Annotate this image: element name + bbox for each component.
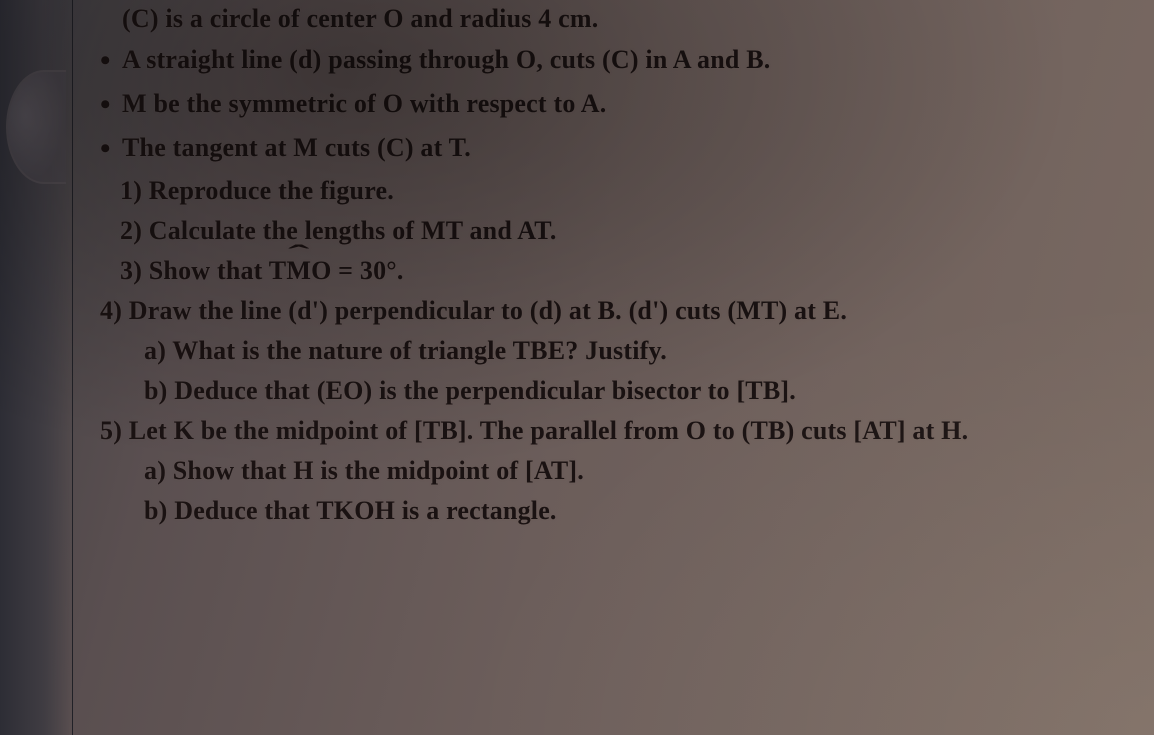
- question-4: 4) Draw the line (d') perpendicular to (…: [92, 298, 1124, 324]
- question-2: 2) Calculate the lengths of MT and AT.: [92, 218, 1124, 244]
- given-line-d: A straight line (d) passing through O, c…: [92, 46, 1124, 76]
- problem-text: (C) is a circle of center O and radius 4…: [92, 6, 1124, 538]
- question-5b: b) Deduce that TKOH is a rectangle.: [92, 498, 1124, 524]
- given-line-tangent: The tangent at M cuts (C) at T.: [92, 134, 1124, 164]
- q3-part-a: 3) Show that T: [120, 256, 286, 285]
- question-3: 3) Show that TMO = 30°.: [92, 258, 1124, 284]
- question-5a: a) Show that H is the midpoint of [AT].: [92, 458, 1124, 484]
- given-line-m: M be the symmetric of O with respect to …: [92, 90, 1124, 120]
- question-4b: b) Deduce that (EO) is the perpendicular…: [92, 378, 1124, 404]
- angle-hat-m: M: [286, 258, 311, 284]
- question-5: 5) Let K be the midpoint of [TB]. The pa…: [92, 418, 1124, 444]
- question-4a: a) What is the nature of triangle TBE? J…: [92, 338, 1124, 364]
- q3-part-c: O = 30°.: [311, 256, 404, 285]
- given-line-circle: (C) is a circle of center O and radius 4…: [92, 6, 1124, 32]
- question-1: 1) Reproduce the figure.: [92, 178, 1124, 204]
